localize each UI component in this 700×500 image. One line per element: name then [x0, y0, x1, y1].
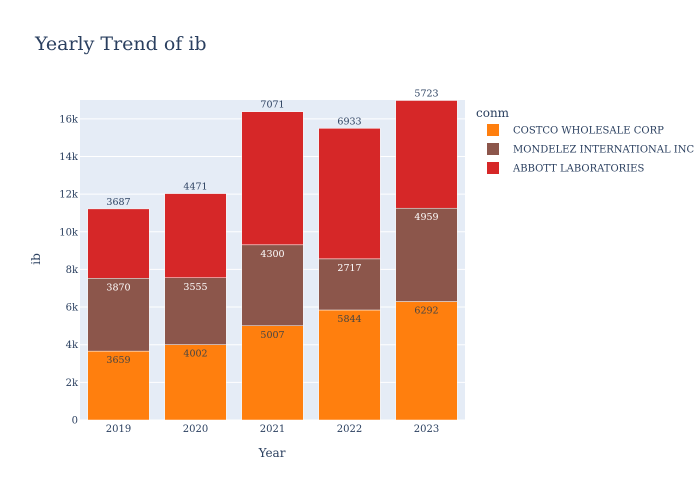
- bar: [395, 301, 458, 421]
- bar: [241, 325, 304, 421]
- legend: conm COSTCO WHOLESALE CORP MONDELEZ INTER…: [476, 106, 695, 175]
- bars: [87, 100, 458, 421]
- bar-value-label: 4959: [414, 212, 438, 223]
- bar-value-label: 3659: [106, 355, 130, 366]
- x-axis-title: Year: [258, 446, 286, 460]
- bar-value-label: 2717: [337, 263, 361, 274]
- legend-label: MONDELEZ INTERNATIONAL INC: [513, 145, 695, 156]
- bar-value-label: 6292: [414, 306, 438, 317]
- legend-label: ABBOTT LABORATORIES: [512, 164, 644, 175]
- x-axis-ticks: 2019 2020 2021 2022 2023: [106, 424, 439, 435]
- bar: [164, 193, 227, 279]
- chart-title: Yearly Trend of ib: [34, 33, 207, 55]
- bar-value-label: 3687: [106, 197, 130, 208]
- y-tick-label: 10k: [59, 227, 79, 238]
- bar-value-label: 5723: [414, 88, 438, 99]
- x-tick-label: 2023: [414, 424, 439, 435]
- bar: [87, 350, 150, 421]
- legend-items: COSTCO WHOLESALE CORP MONDELEZ INTERNATIO…: [487, 124, 695, 175]
- y-tick-label: 8k: [66, 265, 79, 276]
- bar: [318, 309, 381, 421]
- bar-value-label: 4300: [260, 249, 284, 260]
- bar: [395, 100, 458, 209]
- bar-value-label: 3870: [106, 282, 130, 293]
- bar: [318, 258, 381, 311]
- y-axis-title: ib: [29, 253, 43, 265]
- bar-value-label: 4471: [183, 182, 207, 193]
- legend-title: conm: [476, 106, 510, 120]
- bar-value-label: 6933: [337, 116, 361, 127]
- x-tick-label: 2020: [183, 424, 208, 435]
- bar-value-label: 4002: [183, 349, 207, 360]
- legend-label: COSTCO WHOLESALE CORP: [513, 126, 664, 137]
- bar: [241, 244, 304, 327]
- legend-swatch: [487, 143, 499, 155]
- bar-value-label: 7071: [260, 100, 284, 111]
- bar: [164, 277, 227, 345]
- bar-value-label: 5007: [260, 330, 284, 341]
- y-tick-label: 6k: [66, 303, 79, 314]
- legend-swatch: [487, 124, 499, 136]
- bar: [318, 128, 381, 260]
- bar: [395, 207, 458, 302]
- bar-value-label: 5844: [337, 314, 361, 325]
- y-tick-label: 0: [72, 416, 78, 427]
- y-tick-label: 12k: [59, 190, 79, 201]
- legend-swatch: [487, 162, 499, 174]
- x-tick-label: 2022: [337, 424, 362, 435]
- x-tick-label: 2019: [106, 424, 131, 435]
- x-tick-label: 2021: [260, 424, 285, 435]
- y-axis-ticks: 0 2k 4k 6k 8k 10k 12k 14k 16k: [59, 114, 79, 426]
- y-tick-label: 14k: [59, 152, 79, 163]
- y-tick-label: 4k: [66, 340, 79, 351]
- bar: [87, 208, 150, 279]
- bar: [87, 278, 150, 352]
- data-labels: 3659 3870 3687 4002 3555 4471 5007 4300 7071 5844…: [106, 88, 438, 366]
- bar: [241, 111, 304, 246]
- y-tick-label: 16k: [59, 114, 79, 125]
- y-tick-label: 2k: [66, 378, 79, 389]
- bar-value-label: 3555: [183, 282, 207, 293]
